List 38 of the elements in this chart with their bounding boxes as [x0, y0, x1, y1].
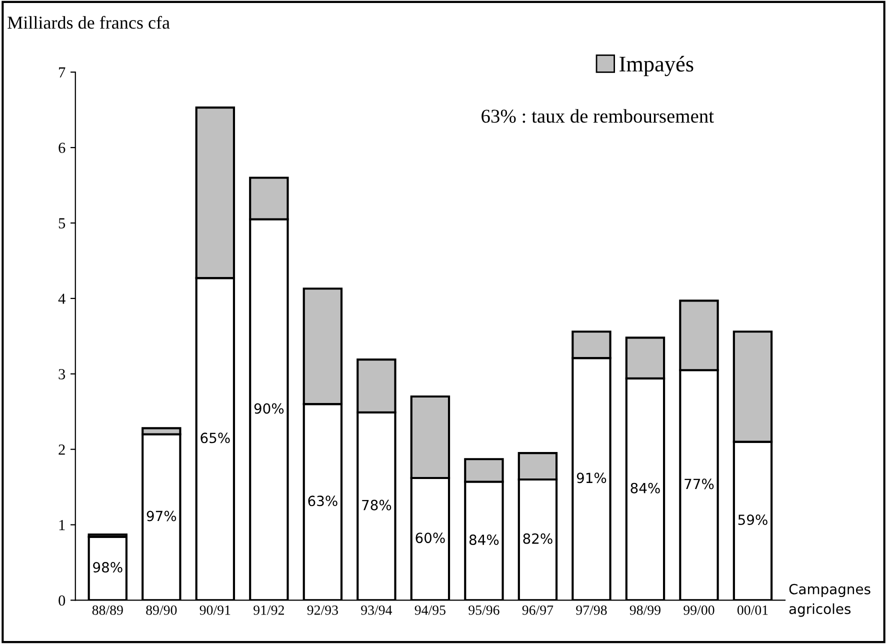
y-tick-label: 4 [58, 294, 66, 304]
annotation: 60% [416, 532, 445, 544]
annotation: 90% [254, 403, 284, 414]
annotation: 78% [362, 500, 392, 510]
x-tick-label: 89/90 [146, 605, 177, 615]
y-axis-title: Milliards de francs cfa [8, 16, 170, 29]
annotation: 91% [576, 472, 606, 484]
x-tick-label: 95/96 [468, 606, 500, 615]
x-tick-label: 99/00 [684, 605, 714, 615]
y-tick-label: 6 [58, 142, 66, 154]
annotation: 59% [738, 514, 768, 526]
x-axis-title: Campagnes agricoles [789, 584, 870, 617]
annotation: 82% [523, 533, 552, 544]
annotation: 63% [308, 496, 338, 506]
y-tick-label: 1 [59, 520, 65, 530]
x-tick-label: 94/95 [414, 606, 446, 615]
y-tick-label: 5 [58, 218, 66, 228]
y-tick-label: 2 [58, 444, 65, 455]
x-tick-label: 88/89 [92, 605, 123, 615]
annotation: 98% [93, 562, 122, 573]
annotation: 84% [630, 482, 660, 494]
x-tick-label: 90/91 [200, 605, 230, 615]
x-tick-label: 00/01 [737, 605, 768, 615]
annotation: 77% [684, 478, 714, 490]
y-tick-label: 0 [58, 595, 66, 606]
y-tick-label: 7 [59, 67, 66, 78]
legend-label: Impayés [620, 56, 694, 76]
x-tick-label: 97/98 [576, 605, 607, 615]
annotation: 84% [469, 534, 499, 546]
x-tick-label: 98/99 [630, 605, 660, 615]
x-tick-label: 92/93 [307, 606, 338, 615]
annotation: 63% : taux de remboursement [482, 109, 714, 123]
y-tick-label: 3 [58, 369, 66, 380]
x-tick-label: 91/92 [254, 606, 284, 615]
x-tick-label: 96/97 [522, 606, 554, 615]
x-tick-label: 93/94 [361, 606, 392, 615]
annotation: 97% [146, 510, 176, 522]
annotation: 65% [200, 432, 230, 444]
